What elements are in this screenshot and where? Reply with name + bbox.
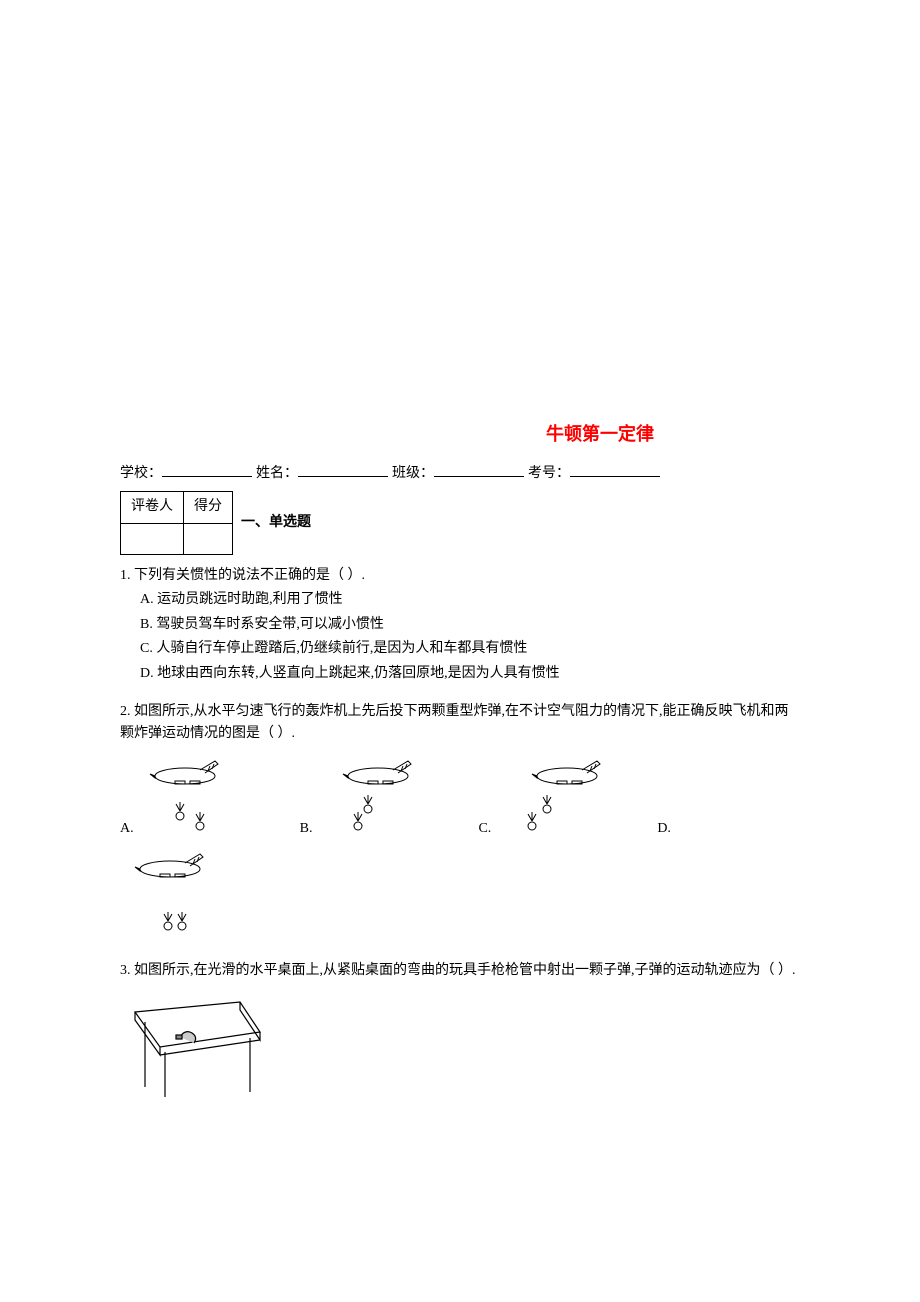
plane-diagram-a	[140, 756, 260, 841]
q2-b-label: B.	[300, 818, 313, 840]
exam-no-label: 考号：	[528, 463, 570, 485]
q2-stem: 2. 如图所示,从水平匀速飞行的轰炸机上先后投下两颗重型炸弹,在不计空气阻力的情…	[120, 701, 800, 746]
score-section-row: 评卷人 得分 一、单选题	[120, 491, 800, 555]
q1-option-a: A. 运动员跳远时助跑,利用了惯性	[140, 589, 800, 611]
document-title: 牛顿第一定律	[400, 420, 800, 449]
q2-option-d-label: D.	[657, 818, 671, 840]
question-2: 2. 如图所示,从水平匀速飞行的轰炸机上先后投下两颗重型炸弹,在不计空气阻力的情…	[120, 701, 800, 944]
q2-option-d-diagram	[120, 849, 800, 944]
exam-no-blank	[570, 459, 660, 477]
q2-options-row: A. B.	[120, 756, 800, 841]
grader-cell: 评卷人	[121, 492, 184, 523]
name-label: 姓名：	[256, 463, 298, 485]
score-blank	[184, 523, 233, 554]
student-info-line: 学校： 姓名： 班级： 考号：	[120, 459, 800, 485]
school-blank	[162, 459, 252, 477]
q2-option-b: B.	[300, 756, 439, 841]
q1-stem: 1. 下列有关惯性的说法不正确的是（ ）.	[120, 565, 800, 587]
q2-option-c: C.	[478, 756, 617, 841]
plane-diagram-d	[120, 849, 240, 944]
q2-a-label: A.	[120, 818, 134, 840]
q1-option-b: B. 驾驶员驾车时系安全带,可以减小惯性	[140, 614, 800, 636]
grader-blank	[121, 523, 184, 554]
q2-c-label: C.	[478, 818, 491, 840]
section-title: 一、单选题	[241, 512, 311, 534]
name-blank	[298, 459, 388, 477]
q2-option-a: A.	[120, 756, 260, 841]
q3-diagram	[120, 992, 800, 1110]
q2-d-label: D.	[657, 818, 671, 840]
q1-option-c: C. 人骑自行车停止蹬踏后,仍继续前行,是因为人和车都具有惯性	[140, 638, 800, 660]
plane-diagram-c	[497, 756, 617, 841]
question-1: 1. 下列有关惯性的说法不正确的是（ ）. A. 运动员跳远时助跑,利用了惯性 …	[120, 565, 800, 685]
q3-stem: 3. 如图所示,在光滑的水平桌面上,从紧贴桌面的弯曲的玩具手枪枪管中射出一颗子弹…	[120, 960, 800, 982]
plane-diagram-b	[318, 756, 438, 841]
q1-option-d: D. 地球由西向东转,人竖直向上跳起来,仍落回原地,是因为人具有惯性	[140, 663, 800, 685]
class-label: 班级：	[392, 463, 434, 485]
score-cell: 得分	[184, 492, 233, 523]
question-3: 3. 如图所示,在光滑的水平桌面上,从紧贴桌面的弯曲的玩具手枪枪管中射出一颗子弹…	[120, 960, 800, 1111]
school-label: 学校：	[120, 463, 162, 485]
score-table: 评卷人 得分	[120, 491, 233, 555]
class-blank	[434, 459, 524, 477]
